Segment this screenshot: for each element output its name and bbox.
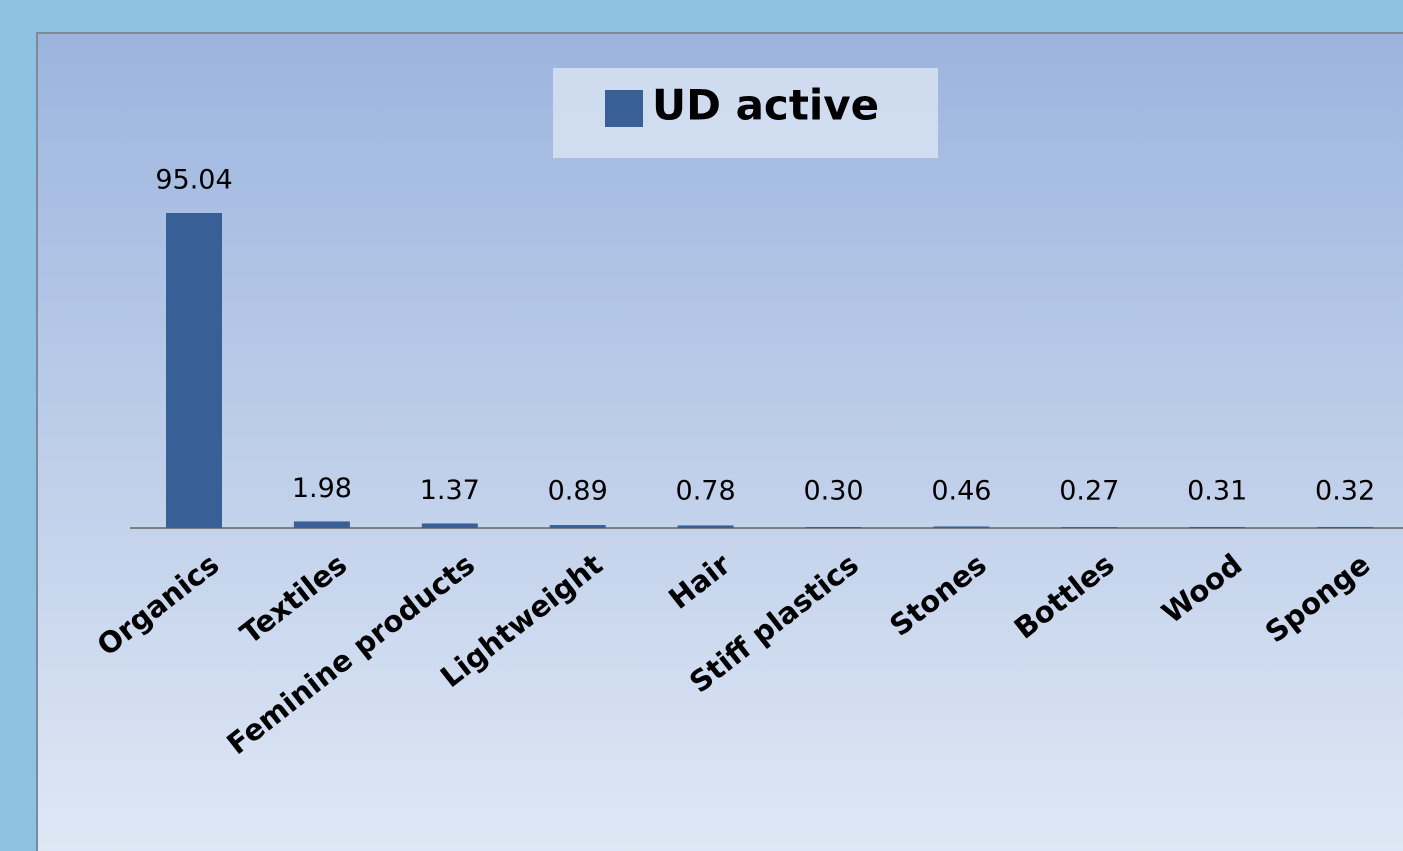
value-label: 1.98 [292, 473, 352, 504]
bar [1189, 526, 1246, 528]
bar [549, 525, 606, 528]
value-label: 0.31 [1187, 476, 1247, 507]
value-label: 0.27 [1059, 476, 1119, 507]
bar [805, 527, 862, 528]
value-label: 0.89 [548, 476, 608, 507]
value-label: 0.78 [676, 476, 736, 507]
value-label: 1.37 [420, 475, 480, 506]
bar [933, 526, 990, 528]
value-label: 0.46 [931, 476, 991, 507]
legend-label: UD active [652, 81, 879, 130]
value-label: 0.30 [803, 476, 863, 507]
legend-swatch [605, 90, 643, 127]
value-label: 0.32 [1315, 476, 1375, 507]
bar [1317, 526, 1374, 528]
bar [293, 521, 350, 528]
bar [421, 523, 478, 528]
bar [1061, 527, 1118, 528]
value-label: 95.04 [155, 165, 232, 196]
bar [677, 525, 734, 528]
bar [166, 213, 222, 528]
plot-panel [36, 32, 1403, 851]
